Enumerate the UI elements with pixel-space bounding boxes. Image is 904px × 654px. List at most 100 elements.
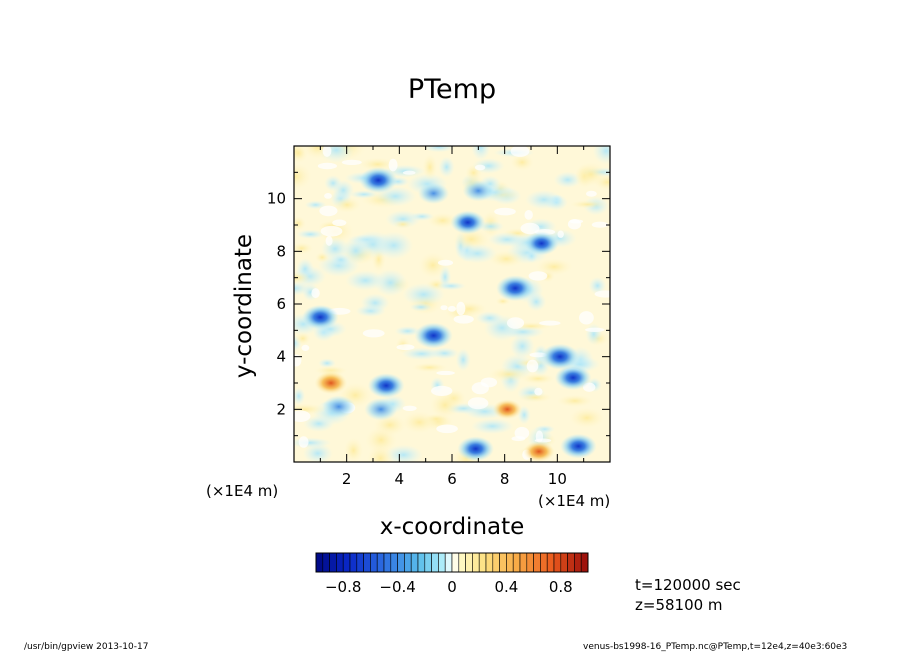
- light-blue-patch: [457, 243, 498, 264]
- cold-anomaly: [457, 436, 495, 462]
- colorbar-frame: [315, 552, 589, 573]
- colorbar-cell: [417, 552, 426, 573]
- light-yellow-patch: [422, 154, 438, 181]
- light-blue-patch: [553, 171, 582, 188]
- colorbar-tick-label: 0.8: [549, 578, 573, 596]
- white-patch: [341, 159, 362, 165]
- field-features: [302, 167, 597, 462]
- colorbar-cell: [349, 552, 358, 573]
- light-blue-patch: [341, 237, 371, 264]
- white-patch: [520, 222, 540, 235]
- light-blue-patch: [401, 347, 442, 360]
- light-yellow-patch: [401, 411, 437, 434]
- colorbar-cell: [404, 552, 412, 573]
- light-blue-patch: [294, 387, 306, 405]
- colorbar-cell: [370, 552, 378, 573]
- footer-program: /usr/bin/gpview 2013-10-17: [24, 642, 149, 652]
- white-patch: [311, 288, 320, 299]
- light-blue-patch: [526, 292, 547, 312]
- colorbar-cell: [458, 552, 466, 573]
- x-axis-label: x-coordinate: [379, 514, 525, 540]
- light-yellow-patch: [535, 258, 573, 276]
- colorbar-cell: [540, 552, 548, 573]
- white-patch: [301, 344, 310, 351]
- white-patch: [362, 329, 385, 338]
- light-yellow-patch: [393, 219, 413, 229]
- white-patch: [539, 320, 561, 326]
- light-blue-patch: [423, 146, 455, 153]
- colorbar-cell: [492, 552, 500, 573]
- light-yellow-patch: [569, 200, 606, 209]
- colorbar-tick-label: 0: [447, 578, 457, 596]
- cold-anomaly: [560, 433, 597, 459]
- colorbar-cell: [580, 552, 589, 573]
- y-axis: 2 4 6 8 10: [267, 171, 610, 437]
- white-patch: [402, 405, 417, 411]
- light-yellow-patch: [366, 444, 395, 462]
- light-blue-patch: [588, 276, 607, 295]
- light-yellow-patch: [427, 212, 459, 229]
- light-yellow-patch: [488, 366, 530, 382]
- light-yellow-patch: [520, 373, 556, 385]
- white-patch: [322, 146, 332, 157]
- x-axis: 2 4 6 8 10: [319, 146, 585, 488]
- colorbar-cell: [424, 552, 432, 573]
- cold-anomaly: [302, 304, 339, 330]
- colorbar-cell: [336, 552, 344, 573]
- colorbar-tick-label: −0.8: [325, 578, 361, 596]
- colorbar-cell: [390, 552, 398, 573]
- y-axis-label: y-coordinate: [231, 233, 257, 379]
- cold-anomaly: [418, 182, 450, 204]
- white-patch: [511, 436, 526, 442]
- white-patch: [402, 170, 416, 175]
- colorbar-cell: [506, 552, 514, 573]
- light-yellow-patch: [364, 426, 398, 454]
- white-patch: [388, 158, 398, 172]
- light-blue-patch: [302, 442, 333, 462]
- colorbar-cell: [485, 552, 494, 573]
- x-tick-label: 6: [447, 470, 457, 488]
- light-yellow-patch: [294, 271, 312, 285]
- cold-anomaly: [450, 210, 486, 235]
- colorbar-cell: [472, 552, 480, 573]
- white-patch: [436, 424, 458, 434]
- light-yellow-patch: [574, 162, 607, 187]
- light-blue-patch: [471, 418, 514, 435]
- colorbar-cell: [356, 552, 364, 573]
- white-patch: [528, 271, 548, 281]
- cold-anomaly: [524, 231, 559, 256]
- colorbar: −0.8 −0.4 0 0.4 0.8: [315, 552, 589, 596]
- x-tick-label: 2: [342, 470, 352, 488]
- cold-anomaly: [367, 373, 405, 398]
- light-blue-patch: [384, 444, 423, 462]
- white-patch: [431, 385, 453, 396]
- colorbar-cell: [574, 552, 582, 573]
- colorbar-tick-label: 0.4: [494, 578, 518, 596]
- cold-anomaly: [462, 180, 494, 202]
- white-patch: [320, 225, 343, 237]
- colorbar-cell: [410, 552, 419, 573]
- white-patch: [294, 354, 302, 367]
- cold-anomaly: [359, 167, 398, 194]
- colorbar-cell: [560, 552, 568, 573]
- light-blue-patch: [374, 231, 414, 260]
- colorbar-cell: [526, 552, 534, 573]
- white-patch: [494, 207, 516, 216]
- x-tick-label: 4: [395, 470, 405, 488]
- white-patch: [436, 370, 455, 376]
- colorbar-cell: [397, 552, 405, 573]
- y-tick-label: 4: [276, 348, 286, 366]
- colorbar-cell: [519, 552, 528, 573]
- light-blue-patch: [332, 179, 355, 201]
- colorbar-cell: [451, 552, 460, 573]
- footer-source: venus-bs1998-16_PTemp.nc@PTemp,t=12e4,z=…: [583, 642, 848, 652]
- light-blue-patch: [360, 293, 390, 313]
- light-blue-patch: [585, 323, 603, 346]
- plot-area: [293, 145, 611, 463]
- light-blue-patch: [436, 281, 466, 291]
- white-patch: [557, 230, 564, 238]
- colorbar-cell: [499, 552, 507, 573]
- white-patch: [325, 235, 333, 246]
- colorbar-cell: [342, 552, 351, 573]
- white-patch: [437, 259, 454, 266]
